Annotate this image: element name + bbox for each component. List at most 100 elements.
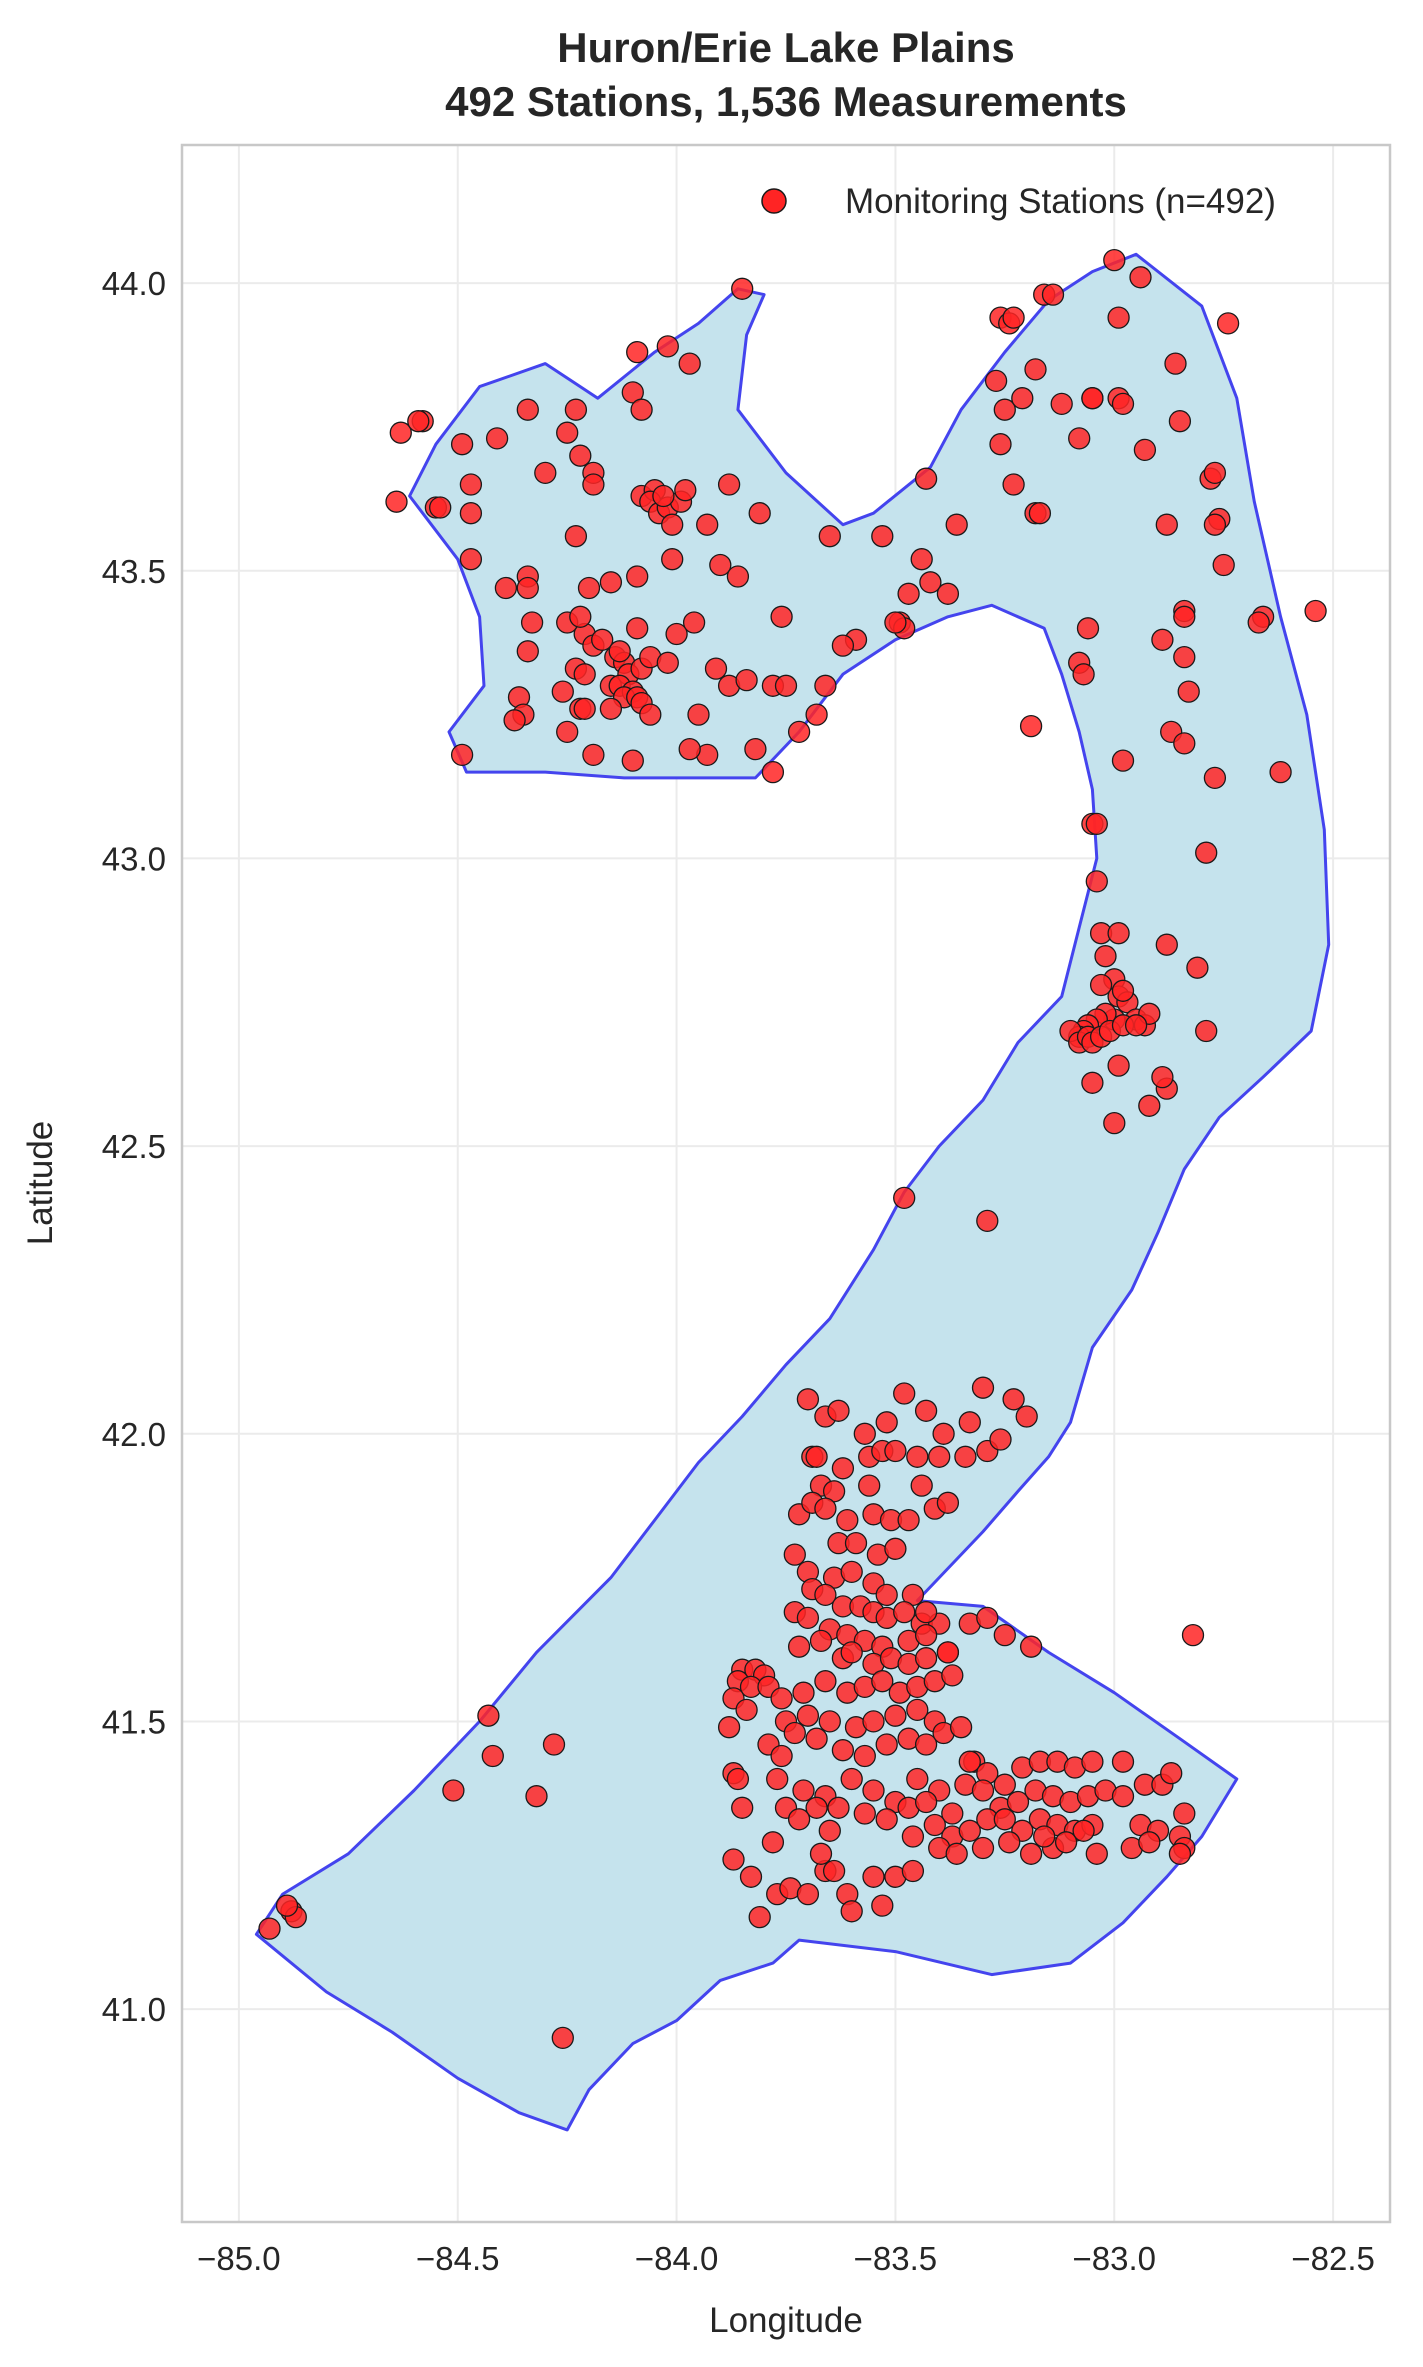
station-point bbox=[656, 651, 679, 674]
station-point bbox=[1155, 513, 1178, 536]
station-point bbox=[796, 1606, 820, 1630]
station-point bbox=[914, 1600, 938, 1624]
x-axis-label: Longitude bbox=[709, 2301, 863, 2340]
station-point bbox=[796, 1704, 820, 1727]
station-point bbox=[914, 1790, 938, 1814]
station-point bbox=[818, 525, 841, 548]
station-point bbox=[1002, 1388, 1025, 1411]
station-point bbox=[516, 398, 539, 421]
station-point bbox=[591, 628, 614, 651]
station-point bbox=[1072, 663, 1095, 686]
station-point bbox=[1103, 248, 1126, 272]
station-point bbox=[906, 1445, 929, 1468]
station-point bbox=[717, 473, 741, 496]
station-point bbox=[1216, 312, 1240, 335]
station-point bbox=[853, 1802, 876, 1825]
station-point bbox=[1103, 1111, 1126, 1135]
station-point bbox=[564, 525, 588, 548]
station-point bbox=[932, 1422, 955, 1445]
station-point bbox=[1041, 283, 1065, 306]
station-point bbox=[1168, 1842, 1192, 1865]
station-point bbox=[805, 703, 828, 726]
station-point bbox=[805, 1445, 828, 1468]
station-point bbox=[901, 1825, 925, 1848]
station-point bbox=[485, 427, 509, 450]
station-point bbox=[1304, 599, 1327, 623]
station-point bbox=[1054, 1831, 1078, 1854]
station-point bbox=[731, 1796, 754, 1819]
station-point bbox=[1203, 461, 1227, 485]
station-point bbox=[958, 1411, 981, 1434]
station-point bbox=[989, 433, 1012, 456]
station-point bbox=[1050, 392, 1073, 416]
station-point bbox=[459, 502, 483, 525]
station-point bbox=[1024, 358, 1047, 381]
station-point bbox=[766, 1767, 789, 1791]
station-point bbox=[665, 622, 688, 646]
station-point bbox=[923, 1813, 946, 1837]
station-point bbox=[853, 1422, 876, 1445]
station-point bbox=[744, 737, 767, 761]
station-point bbox=[1002, 473, 1025, 496]
station-point bbox=[814, 1583, 837, 1607]
station-point bbox=[914, 467, 938, 490]
y-tick-label: 42.0 bbox=[102, 1416, 166, 1453]
station-point bbox=[792, 1779, 815, 1802]
station-point bbox=[770, 1744, 793, 1768]
station-point bbox=[556, 421, 579, 444]
station-point bbox=[1203, 766, 1227, 790]
station-point bbox=[652, 484, 675, 508]
station-point bbox=[1019, 1842, 1043, 1865]
chart-title-line1: Huron/Erie Lake Plains bbox=[557, 24, 1015, 71]
station-point bbox=[1173, 645, 1196, 669]
station-point bbox=[796, 1388, 820, 1411]
station-point bbox=[949, 1716, 973, 1739]
station-point bbox=[814, 674, 837, 697]
station-point bbox=[945, 513, 968, 536]
y-tick-label: 44.0 bbox=[102, 265, 166, 302]
station-point bbox=[696, 513, 719, 536]
x-tick-label: −84.0 bbox=[635, 2240, 719, 2277]
station-point bbox=[906, 1698, 929, 1722]
station-point bbox=[862, 1865, 885, 1888]
y-tick-label: 43.5 bbox=[102, 553, 166, 590]
station-point bbox=[875, 1808, 898, 1831]
station-point bbox=[503, 709, 526, 732]
station-point bbox=[599, 571, 623, 594]
station-point bbox=[1177, 680, 1200, 703]
station-point bbox=[1068, 427, 1091, 450]
station-point bbox=[936, 1641, 960, 1664]
station-point bbox=[1107, 306, 1130, 329]
station-point bbox=[1002, 306, 1025, 329]
station-point bbox=[941, 1802, 964, 1825]
station-point bbox=[1081, 1071, 1104, 1094]
station-point bbox=[862, 1779, 885, 1802]
station-point bbox=[1006, 1790, 1030, 1814]
station-point bbox=[275, 1894, 299, 1917]
station-point bbox=[1181, 1623, 1205, 1647]
station-point bbox=[893, 1186, 916, 1210]
station-point bbox=[910, 1474, 933, 1497]
station-point bbox=[783, 1721, 806, 1745]
station-point bbox=[840, 1560, 863, 1584]
station-point bbox=[805, 1727, 828, 1750]
station-point bbox=[582, 743, 605, 767]
station-point bbox=[429, 496, 452, 519]
station-point bbox=[914, 1623, 938, 1647]
station-point bbox=[1111, 1785, 1135, 1808]
station-point bbox=[1089, 973, 1113, 997]
y-tick-label: 41.0 bbox=[102, 1991, 166, 2028]
station-point bbox=[516, 576, 539, 600]
station-point bbox=[809, 1842, 833, 1865]
station-point bbox=[884, 611, 907, 634]
station-point bbox=[1085, 870, 1108, 893]
y-axis-ticks: 41.0 41.5 42.0 42.5 43.0 43.5 44.0 bbox=[102, 265, 166, 2028]
station-point bbox=[897, 582, 920, 605]
station-point bbox=[551, 680, 574, 703]
station-point bbox=[971, 1376, 995, 1399]
station-point bbox=[678, 737, 701, 761]
station-point bbox=[1111, 1750, 1135, 1773]
station-point bbox=[1028, 502, 1052, 525]
station-point bbox=[735, 668, 758, 692]
station-point bbox=[989, 1428, 1012, 1451]
